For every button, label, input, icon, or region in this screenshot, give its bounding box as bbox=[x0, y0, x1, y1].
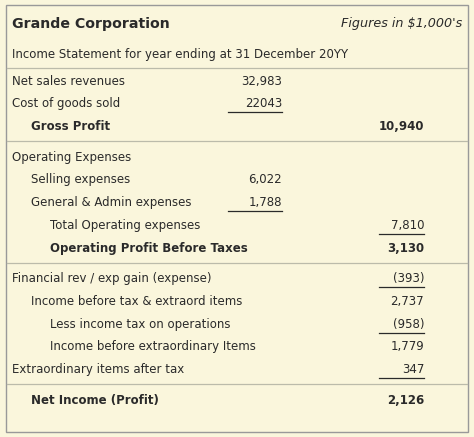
Text: Gross Profit: Gross Profit bbox=[31, 120, 110, 133]
Text: (958): (958) bbox=[393, 318, 424, 331]
Text: Figures in $1,000's: Figures in $1,000's bbox=[341, 17, 462, 30]
Text: Financial rev / exp gain (expense): Financial rev / exp gain (expense) bbox=[12, 272, 211, 285]
Text: 2,126: 2,126 bbox=[387, 394, 424, 407]
Text: Income before extraordinary Items: Income before extraordinary Items bbox=[50, 340, 255, 354]
Text: 7,810: 7,810 bbox=[391, 219, 424, 232]
Text: Selling expenses: Selling expenses bbox=[31, 173, 130, 187]
Text: 3,130: 3,130 bbox=[387, 242, 424, 255]
Text: Extraordinary items after tax: Extraordinary items after tax bbox=[12, 363, 184, 376]
Text: 22043: 22043 bbox=[245, 97, 282, 111]
Text: 347: 347 bbox=[402, 363, 424, 376]
Text: 1,779: 1,779 bbox=[391, 340, 424, 354]
Text: Net sales revenues: Net sales revenues bbox=[12, 75, 125, 88]
Text: Total Operating expenses: Total Operating expenses bbox=[50, 219, 200, 232]
FancyBboxPatch shape bbox=[6, 5, 468, 432]
Text: 1,788: 1,788 bbox=[248, 196, 282, 209]
Text: Income before tax & extraord items: Income before tax & extraord items bbox=[31, 295, 242, 308]
Text: 2,737: 2,737 bbox=[391, 295, 424, 308]
Text: Grande Corporation: Grande Corporation bbox=[12, 17, 170, 31]
Text: 10,940: 10,940 bbox=[379, 120, 424, 133]
Text: General & Admin expenses: General & Admin expenses bbox=[31, 196, 191, 209]
Text: Less income tax on operations: Less income tax on operations bbox=[50, 318, 230, 331]
Text: (393): (393) bbox=[393, 272, 424, 285]
Text: Net Income (Profit): Net Income (Profit) bbox=[31, 394, 159, 407]
Text: Income Statement for year ending at 31 December 20YY: Income Statement for year ending at 31 D… bbox=[12, 48, 348, 61]
Text: Cost of goods sold: Cost of goods sold bbox=[12, 97, 120, 111]
Text: 6,022: 6,022 bbox=[248, 173, 282, 187]
Text: Operating Expenses: Operating Expenses bbox=[12, 151, 131, 164]
Text: 32,983: 32,983 bbox=[241, 75, 282, 88]
Text: Operating Profit Before Taxes: Operating Profit Before Taxes bbox=[50, 242, 247, 255]
